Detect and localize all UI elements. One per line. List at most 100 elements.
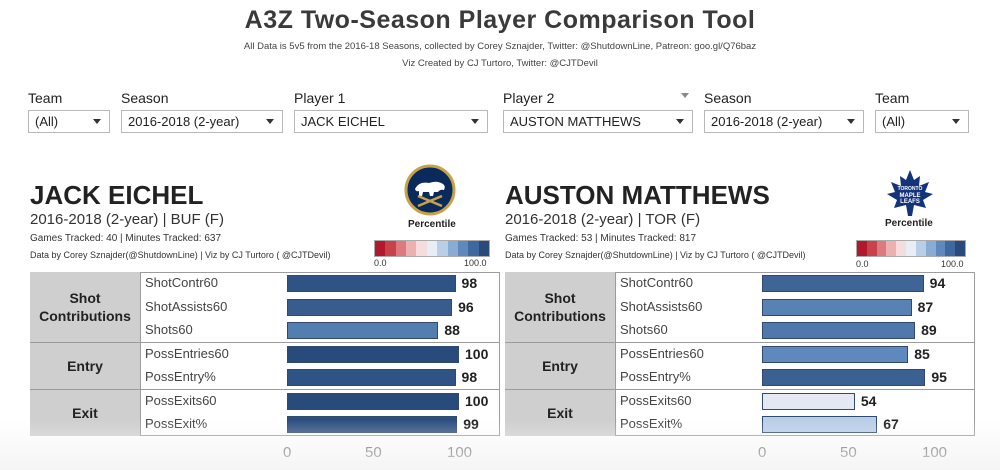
chevron-down-icon (266, 119, 274, 124)
season2-dropdown[interactable]: 2016-2018 (2-year) (704, 110, 864, 133)
metric-label: PossEntries60 (620, 345, 704, 361)
metric-label: PossEntry% (145, 369, 216, 384)
legend-swatch (857, 241, 867, 256)
x-tick-label: 100 (922, 444, 948, 461)
legend-swatch (915, 241, 926, 256)
legend-swatch (416, 241, 427, 256)
legend-swatch (945, 241, 956, 256)
player1-legend-max: 100.0 (464, 258, 487, 268)
metric-bar[interactable] (762, 416, 878, 433)
player1-filter-label: Player 1 (294, 90, 346, 106)
legend-swatch (896, 241, 907, 256)
bar-value-label: 98 (461, 275, 478, 291)
metric-bar[interactable] (762, 345, 909, 363)
team1-dropdown[interactable]: (All) (28, 110, 110, 133)
player2-comparison-chart: Shot Contributions Entry Exit ShotContr60 94… (505, 272, 975, 438)
metric-label: PossExit% (620, 416, 683, 431)
bar-value-label: 87 (917, 298, 934, 315)
x-tick-label: 100 (447, 444, 473, 461)
season2-filter: Season 2016-2018 (2-year) (704, 90, 864, 133)
group-separator (30, 341, 500, 343)
player2-legend-max: 100.0 (941, 259, 964, 269)
player1-season-line: 2016-2018 (2-year) | BUF (F) (30, 211, 224, 228)
maple-leafs-logo: TORONTO MAPLE LEAFS (887, 170, 933, 216)
x-tick-label: 50 (365, 444, 382, 461)
season2-dropdown-value: 2016-2018 (2-year) (711, 114, 823, 129)
team1-filter-label: Team (28, 90, 63, 106)
filter-menu-icon[interactable] (681, 93, 689, 98)
metric-bar[interactable] (287, 345, 459, 363)
legend-swatch (437, 241, 448, 256)
team2-dropdown-value: (All) (882, 114, 906, 129)
player2-legend-title: Percentile (885, 218, 933, 229)
metric-label: ShotContr60 (620, 275, 693, 290)
legend-swatch (468, 241, 479, 256)
metric-label: Shots60 (145, 322, 193, 337)
player2-filter-label: Player 2 (503, 90, 555, 106)
season2-filter-label: Season (704, 90, 752, 106)
group-label: Exit (30, 389, 140, 436)
player1-name: JACK EICHEL (30, 180, 204, 210)
player2-dropdown-value: AUSTON MATTHEWS (510, 114, 641, 129)
player2-percentile-legend (856, 240, 966, 257)
metric-label: PossExit% (145, 416, 208, 431)
player1-games-line: Games Tracked: 40 | Minutes Tracked: 637 (30, 233, 222, 244)
legend-swatch (876, 241, 887, 256)
metric-bar[interactable] (762, 275, 924, 292)
metric-label: ShotAssists60 (145, 298, 228, 314)
group-label: Shot Contributions (505, 272, 615, 342)
bar-value-label: 95 (931, 369, 947, 385)
legend-swatch (375, 241, 386, 256)
group-label: Entry (505, 342, 615, 389)
player1-filter: Player 1 JACK EICHEL (294, 90, 488, 133)
legend-swatch (886, 241, 897, 256)
legend-swatch (385, 241, 396, 256)
chevron-down-icon (847, 119, 855, 124)
season1-dropdown[interactable]: 2016-2018 (2-year) (121, 110, 283, 133)
metric-bar[interactable] (287, 392, 459, 410)
group-label: Exit (505, 389, 615, 436)
player1-percentile-legend (374, 240, 490, 257)
metric-bar[interactable] (762, 322, 916, 339)
x-tick-label: 50 (840, 444, 857, 461)
bar-value-label: 67 (883, 416, 899, 432)
group-label: Entry (30, 342, 140, 389)
bar-value-label: 54 (860, 392, 877, 409)
metric-bar[interactable] (287, 416, 458, 433)
season1-filter-label: Season (121, 90, 169, 106)
bar-value-label: 99 (463, 416, 479, 432)
player2-dropdown[interactable]: AUSTON MATTHEWS (503, 110, 693, 133)
metric-bar[interactable] (287, 369, 456, 386)
legend-swatch (406, 241, 417, 256)
chevron-down-icon (471, 119, 479, 124)
group-label: Shot Contributions (30, 272, 140, 342)
metric-bar[interactable] (762, 392, 855, 410)
chevron-down-icon (676, 119, 684, 124)
legend-swatch (866, 241, 877, 256)
metric-label: PossEntry% (620, 369, 691, 384)
metric-bar[interactable] (762, 298, 912, 316)
player1-dropdown[interactable]: JACK EICHEL (294, 110, 488, 133)
metric-bar[interactable] (762, 369, 926, 386)
team2-filter: Team (All) (875, 90, 969, 133)
metric-label: PossExits60 (620, 392, 692, 408)
legend-swatch (426, 241, 438, 256)
player2-legend-min: 0.0 (856, 259, 869, 269)
legend-swatch (906, 241, 916, 256)
metric-bar[interactable] (287, 298, 453, 316)
bar-value-label: 94 (929, 275, 946, 291)
group-separator (505, 388, 975, 390)
bar-value-label: 85 (914, 345, 930, 362)
metric-bar[interactable] (287, 275, 456, 292)
bar-value-label: 89 (921, 322, 937, 338)
player1-legend-title: Percentile (408, 219, 456, 230)
metric-bar[interactable] (287, 322, 439, 339)
group-separator (505, 341, 975, 343)
player2-credit-line: Data by Corey Sznajder(@ShutdownLine) | … (505, 250, 806, 260)
svg-text:TORONTO: TORONTO (898, 186, 923, 192)
player1-legend-min: 0.0 (374, 258, 387, 268)
player1-dropdown-value: JACK EICHEL (301, 114, 385, 129)
team2-dropdown[interactable]: (All) (875, 110, 969, 133)
bar-value-label: 100 (465, 392, 489, 409)
chevron-down-icon (952, 119, 960, 124)
